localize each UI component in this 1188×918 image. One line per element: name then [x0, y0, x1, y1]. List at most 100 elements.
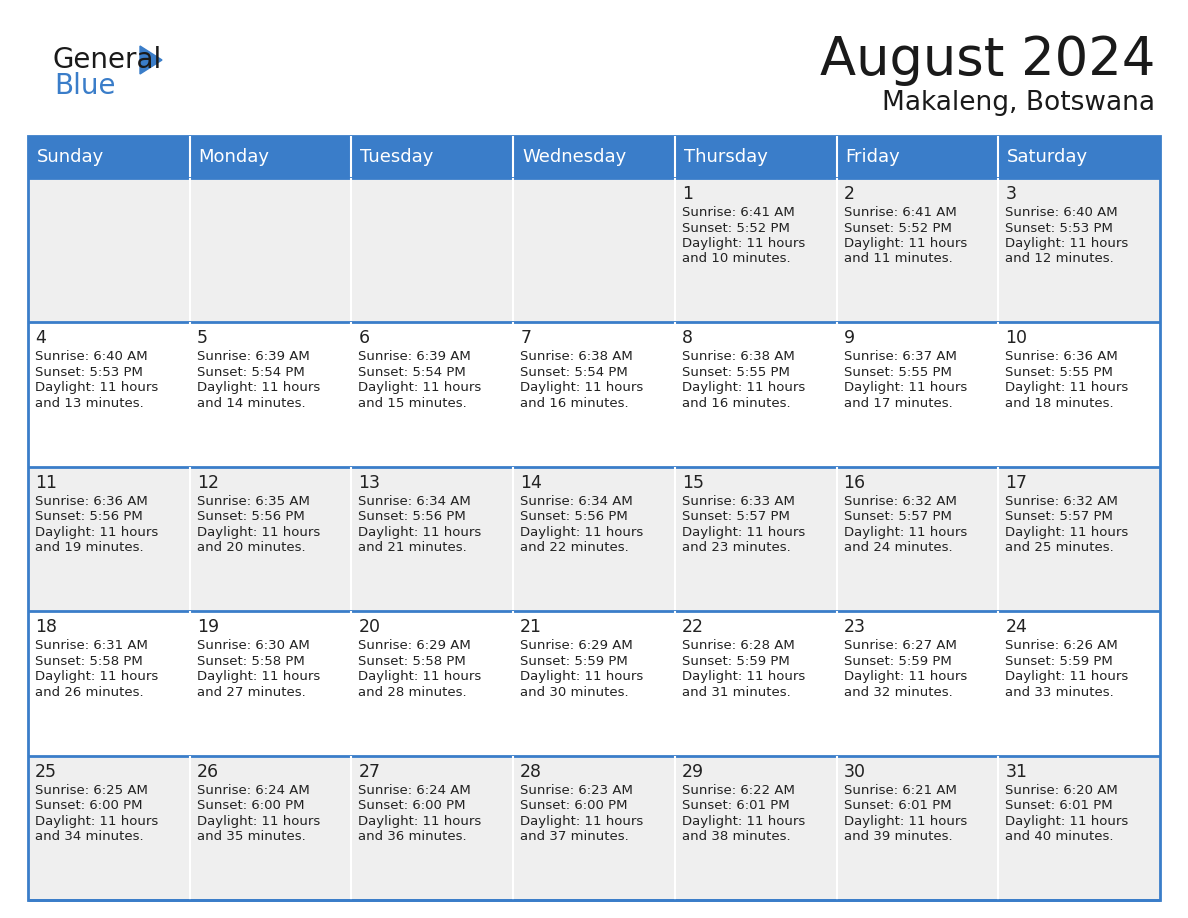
Text: 24: 24 [1005, 618, 1028, 636]
Bar [29, 611, 1159, 756]
Text: and 21 minutes.: and 21 minutes. [359, 542, 467, 554]
Bar [190, 136, 352, 178]
Text: Sunrise: 6:26 AM: Sunrise: 6:26 AM [1005, 639, 1118, 652]
Text: and 16 minutes.: and 16 minutes. [682, 397, 790, 410]
Text: and 31 minutes.: and 31 minutes. [682, 686, 790, 699]
Text: Sunset: 5:57 PM: Sunset: 5:57 PM [843, 510, 952, 523]
Text: Sunrise: 6:41 AM: Sunrise: 6:41 AM [682, 206, 795, 219]
Text: Sunset: 5:54 PM: Sunset: 5:54 PM [197, 366, 304, 379]
Text: 16: 16 [843, 474, 866, 492]
Text: and 14 minutes.: and 14 minutes. [197, 397, 305, 410]
Text: and 25 minutes.: and 25 minutes. [1005, 542, 1114, 554]
Text: Sunset: 5:59 PM: Sunset: 5:59 PM [843, 655, 952, 667]
Text: Sunset: 5:56 PM: Sunset: 5:56 PM [359, 510, 466, 523]
Text: 2: 2 [843, 185, 854, 203]
Text: and 17 minutes.: and 17 minutes. [843, 397, 953, 410]
Text: and 23 minutes.: and 23 minutes. [682, 542, 790, 554]
Text: Sunset: 6:00 PM: Sunset: 6:00 PM [197, 799, 304, 812]
Text: 14: 14 [520, 474, 542, 492]
Text: 19: 19 [197, 618, 219, 636]
Text: 27: 27 [359, 763, 380, 780]
Text: 28: 28 [520, 763, 542, 780]
Text: 5: 5 [197, 330, 208, 347]
Text: 31: 31 [1005, 763, 1028, 780]
Text: and 34 minutes.: and 34 minutes. [34, 830, 144, 843]
Text: Sunrise: 6:40 AM: Sunrise: 6:40 AM [34, 351, 147, 364]
Text: Sunset: 5:59 PM: Sunset: 5:59 PM [682, 655, 790, 667]
Text: and 12 minutes.: and 12 minutes. [1005, 252, 1114, 265]
Text: 18: 18 [34, 618, 57, 636]
Text: 8: 8 [682, 330, 693, 347]
Text: and 19 minutes.: and 19 minutes. [34, 542, 144, 554]
Text: and 26 minutes.: and 26 minutes. [34, 686, 144, 699]
Text: Wednesday: Wednesday [523, 148, 626, 166]
Text: Sunset: 5:52 PM: Sunset: 5:52 PM [843, 221, 952, 234]
Text: Daylight: 11 hours: Daylight: 11 hours [682, 237, 805, 250]
Text: Sunrise: 6:21 AM: Sunrise: 6:21 AM [843, 784, 956, 797]
Text: Sunrise: 6:30 AM: Sunrise: 6:30 AM [197, 639, 309, 652]
Text: Daylight: 11 hours: Daylight: 11 hours [34, 381, 158, 395]
Text: Daylight: 11 hours: Daylight: 11 hours [197, 670, 320, 683]
Text: Sunrise: 6:24 AM: Sunrise: 6:24 AM [359, 784, 472, 797]
Text: Sunrise: 6:29 AM: Sunrise: 6:29 AM [359, 639, 472, 652]
Text: Sunset: 5:59 PM: Sunset: 5:59 PM [1005, 655, 1113, 667]
Text: 1: 1 [682, 185, 693, 203]
Text: Daylight: 11 hours: Daylight: 11 hours [520, 814, 644, 828]
Text: Sunset: 6:00 PM: Sunset: 6:00 PM [34, 799, 143, 812]
Text: 26: 26 [197, 763, 219, 780]
Text: Makaleng, Botswana: Makaleng, Botswana [881, 90, 1155, 116]
Bar [29, 756, 1159, 900]
Text: 10: 10 [1005, 330, 1028, 347]
Text: Sunset: 6:01 PM: Sunset: 6:01 PM [682, 799, 790, 812]
Text: and 37 minutes.: and 37 minutes. [520, 830, 628, 843]
Text: 30: 30 [843, 763, 866, 780]
Text: Daylight: 11 hours: Daylight: 11 hours [843, 670, 967, 683]
Text: 22: 22 [682, 618, 703, 636]
Text: Sunset: 5:56 PM: Sunset: 5:56 PM [520, 510, 628, 523]
Text: Sunset: 5:55 PM: Sunset: 5:55 PM [1005, 366, 1113, 379]
Text: 21: 21 [520, 618, 542, 636]
Text: Sunrise: 6:20 AM: Sunrise: 6:20 AM [1005, 784, 1118, 797]
Text: Sunset: 5:54 PM: Sunset: 5:54 PM [520, 366, 628, 379]
Text: Sunrise: 6:25 AM: Sunrise: 6:25 AM [34, 784, 147, 797]
Bar [836, 136, 998, 178]
Text: 7: 7 [520, 330, 531, 347]
Text: Sunrise: 6:35 AM: Sunrise: 6:35 AM [197, 495, 310, 508]
Text: and 11 minutes.: and 11 minutes. [843, 252, 953, 265]
Text: Daylight: 11 hours: Daylight: 11 hours [843, 237, 967, 250]
Text: Daylight: 11 hours: Daylight: 11 hours [843, 526, 967, 539]
Bar [998, 136, 1159, 178]
Text: Sunset: 5:55 PM: Sunset: 5:55 PM [682, 366, 790, 379]
Text: Daylight: 11 hours: Daylight: 11 hours [682, 381, 805, 395]
Text: Daylight: 11 hours: Daylight: 11 hours [197, 381, 320, 395]
Text: Daylight: 11 hours: Daylight: 11 hours [682, 814, 805, 828]
Text: and 27 minutes.: and 27 minutes. [197, 686, 305, 699]
Text: Daylight: 11 hours: Daylight: 11 hours [359, 381, 481, 395]
Text: Sunset: 5:53 PM: Sunset: 5:53 PM [1005, 221, 1113, 234]
Text: and 30 minutes.: and 30 minutes. [520, 686, 628, 699]
Text: Daylight: 11 hours: Daylight: 11 hours [1005, 814, 1129, 828]
Text: 9: 9 [843, 330, 854, 347]
Text: 20: 20 [359, 618, 380, 636]
Text: August 2024: August 2024 [820, 34, 1155, 86]
Text: and 36 minutes.: and 36 minutes. [359, 830, 467, 843]
Bar [29, 136, 1159, 900]
Text: 23: 23 [843, 618, 866, 636]
Text: Sunrise: 6:36 AM: Sunrise: 6:36 AM [1005, 351, 1118, 364]
Text: 6: 6 [359, 330, 369, 347]
Text: Sunrise: 6:41 AM: Sunrise: 6:41 AM [843, 206, 956, 219]
Text: and 10 minutes.: and 10 minutes. [682, 252, 790, 265]
Text: and 33 minutes.: and 33 minutes. [1005, 686, 1114, 699]
Text: 11: 11 [34, 474, 57, 492]
Text: Daylight: 11 hours: Daylight: 11 hours [843, 381, 967, 395]
Text: Sunrise: 6:39 AM: Sunrise: 6:39 AM [197, 351, 309, 364]
Bar [29, 178, 1159, 322]
Text: and 32 minutes.: and 32 minutes. [843, 686, 953, 699]
Text: and 28 minutes.: and 28 minutes. [359, 686, 467, 699]
Text: Sunrise: 6:23 AM: Sunrise: 6:23 AM [520, 784, 633, 797]
Text: Sunset: 5:53 PM: Sunset: 5:53 PM [34, 366, 143, 379]
Text: Sunrise: 6:38 AM: Sunrise: 6:38 AM [520, 351, 633, 364]
Text: and 15 minutes.: and 15 minutes. [359, 397, 467, 410]
Text: Daylight: 11 hours: Daylight: 11 hours [1005, 526, 1129, 539]
Text: 12: 12 [197, 474, 219, 492]
